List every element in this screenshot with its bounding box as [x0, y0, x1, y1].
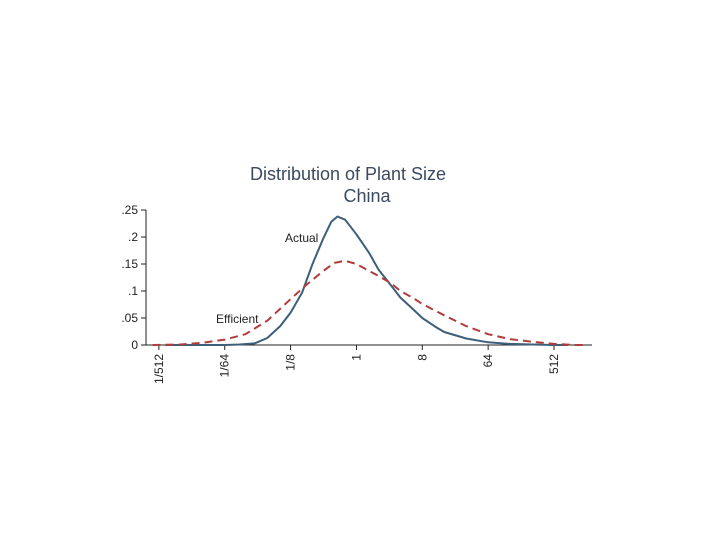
x-tick-label: 8	[415, 354, 429, 361]
x-tick-label: 1/64	[218, 354, 232, 378]
chart-title: Distribution of Plant Size	[250, 164, 446, 184]
annotation-actual: Actual	[285, 231, 318, 245]
chart-subtitle: China	[343, 186, 391, 206]
y-tick-label: .15	[121, 257, 138, 271]
series-line-actual	[165, 215, 569, 346]
y-tick-label: .05	[121, 311, 138, 325]
x-tick-label: 1/8	[284, 354, 298, 371]
series-lines	[152, 215, 586, 346]
y-tick-label: .1	[128, 284, 138, 298]
annotation-efficient: Efficient	[216, 312, 259, 326]
series-line-efficient	[152, 259, 586, 346]
x-tick-label: 1	[349, 354, 363, 361]
x-tick-label: 512	[547, 354, 561, 374]
y-tick-label: 0	[131, 338, 138, 352]
x-tick-label: 1/512	[152, 354, 166, 384]
y-tick-label: .25	[121, 203, 138, 217]
axes: 0 .05 .1 .15 .2 .25 1/512 1/64 1/8 1 8 64 512	[121, 203, 592, 384]
x-tick-label: 64	[481, 354, 495, 368]
y-tick-label: .2	[128, 230, 138, 244]
